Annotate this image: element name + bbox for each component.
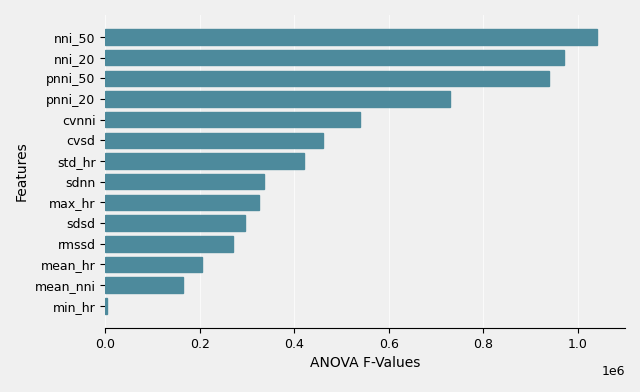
Bar — [105, 215, 244, 231]
Bar — [105, 174, 264, 189]
Bar — [105, 195, 259, 210]
X-axis label: ANOVA F-Values: ANOVA F-Values — [310, 356, 420, 370]
Bar — [105, 257, 202, 272]
Bar — [105, 132, 323, 148]
Y-axis label: Features: Features — [15, 142, 29, 201]
Bar — [105, 236, 233, 252]
Text: 1e6: 1e6 — [602, 365, 625, 378]
Bar — [105, 112, 360, 127]
Bar — [105, 278, 183, 293]
Bar — [105, 91, 450, 107]
Bar — [105, 29, 596, 45]
Bar — [105, 153, 304, 169]
Bar — [105, 50, 564, 65]
Bar — [105, 298, 107, 314]
Bar — [105, 71, 549, 86]
